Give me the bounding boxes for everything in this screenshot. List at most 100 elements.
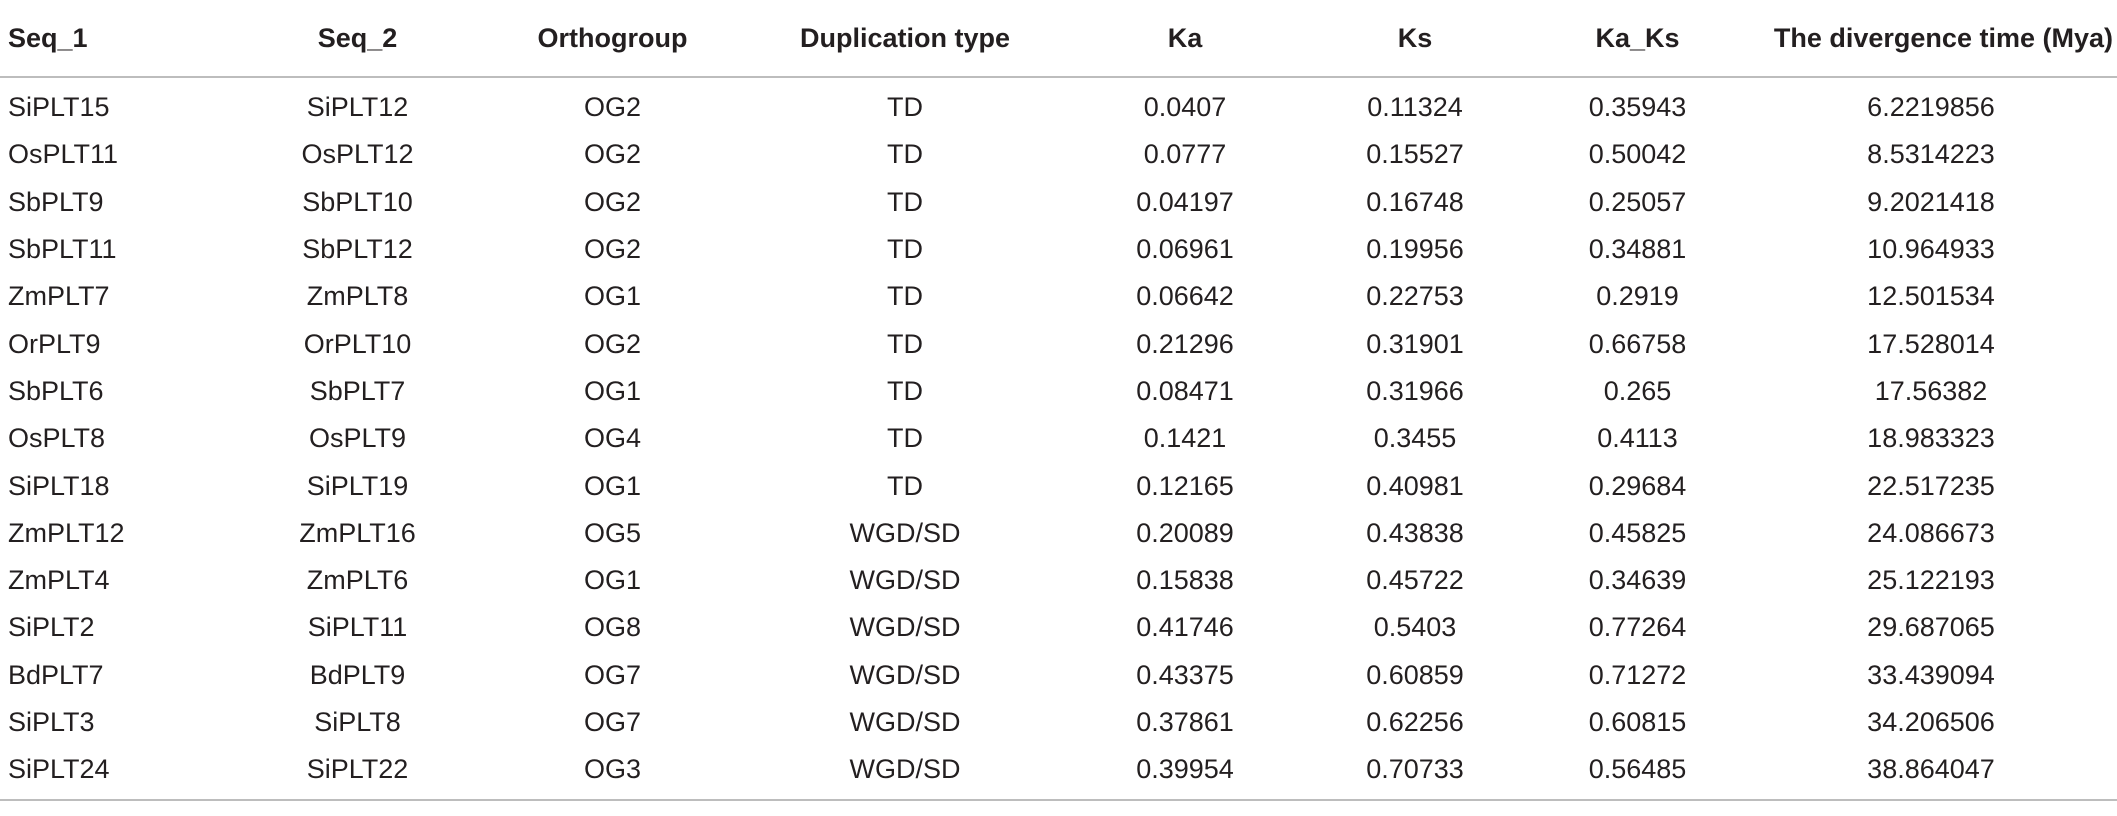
cell-ka: 0.21296 <box>1136 328 1234 359</box>
cell-ka: 0.20089 <box>1136 517 1234 548</box>
column-header-duplication-type: Duplication type <box>740 0 1070 78</box>
cell-duplication-type: TD <box>887 328 923 359</box>
table-row: ZmPLT4 ZmPLT6 OG1 WGD/SD 0.15838 0.45722 0.346… <box>0 557 2117 604</box>
cell-ks: 0.15527 <box>1366 139 1464 170</box>
table-row: SbPLT9 SbPLT10 OG2 TD 0.04197 0.16748 0.25057 9… <box>0 179 2117 226</box>
cell-ka: 0.06642 <box>1136 281 1234 312</box>
cell-orthogroup: OG1 <box>583 565 642 596</box>
cell-ks: 0.11324 <box>1367 92 1463 123</box>
cell-divergence-time: 18.983323 <box>1867 423 1995 454</box>
cell-ka: 0.0777 <box>1143 139 1227 170</box>
cell-duplication-type: WGD/SD <box>849 612 961 643</box>
cell-ks: 0.5403 <box>1373 612 1457 643</box>
cell-seq2: SbPLT10 <box>302 186 413 217</box>
cell-seq2: SiPLT19 <box>306 470 409 501</box>
cell-divergence-time: 8.5314223 <box>1867 139 1995 170</box>
cell-ka-ks: 0.77264 <box>1588 612 1687 643</box>
cell-orthogroup: OG2 <box>583 328 642 359</box>
table-row: SiPLT15 SiPLT12 OG2 TD 0.0407 0.11324 0.35943 6… <box>0 77 2117 131</box>
column-header-ks: Ks <box>1300 0 1530 78</box>
cell-orthogroup: OG5 <box>583 517 642 548</box>
cell-duplication-type: WGD/SD <box>849 707 961 737</box>
cell-seq1: SbPLT9 <box>8 186 104 217</box>
cell-divergence-time: 29.687065 <box>1867 612 1995 643</box>
cell-divergence-time: 6.2219856 <box>1867 92 1995 123</box>
cell-seq2: OsPLT12 <box>301 139 414 170</box>
cell-ka-ks: 0.34639 <box>1588 565 1687 596</box>
cell-ks: 0.40981 <box>1366 470 1464 501</box>
cell-ks: 0.43838 <box>1366 517 1464 548</box>
cell-orthogroup: OG2 <box>583 92 642 123</box>
cell-ka: 0.37861 <box>1136 707 1234 737</box>
cell-seq1: ZmPLT4 <box>8 565 110 596</box>
cell-duplication-type: WGD/SD <box>849 517 961 548</box>
table-row: OsPLT8 OsPLT9 OG4 TD 0.1421 0.3455 0.4113 18.98… <box>0 415 2117 462</box>
cell-ka-ks: 0.45825 <box>1588 517 1687 548</box>
cell-ka: 0.39954 <box>1070 746 1300 802</box>
table-row: ZmPLT12 ZmPLT16 OG5 WGD/SD 0.20089 0.43838 0.4… <box>0 510 2117 557</box>
cell-seq2: SbPLT12 <box>302 234 413 265</box>
cell-divergence-time: 9.2021418 <box>1867 186 1995 217</box>
cell-duplication-type: WGD/SD <box>849 565 961 596</box>
cell-seq2: ZmPLT16 <box>299 517 416 548</box>
cell-orthogroup: OG2 <box>583 139 642 170</box>
table-row: OrPLT9 OrPLT10 OG2 TD 0.21296 0.31901 0.66758 1… <box>0 320 2117 367</box>
cell-seq2: OrPLT10 <box>303 328 412 359</box>
cell-ka-ks: 0.34881 <box>1588 234 1687 265</box>
cell-ka: 0.0407 <box>1143 92 1227 123</box>
cell-ka: 0.41746 <box>1136 612 1234 643</box>
table-header: Seq_1 Seq_2 Orthogroup Duplication type … <box>0 0 2117 78</box>
cell-duplication-type: TD <box>887 281 923 312</box>
cell-divergence-time: 38.864047 <box>1745 746 2117 802</box>
cell-ka: 0.08471 <box>1136 375 1234 406</box>
cell-ks: 0.70733 <box>1300 746 1530 802</box>
cell-orthogroup: OG2 <box>583 234 642 265</box>
header-row: Seq_1 Seq_2 Orthogroup Duplication type … <box>0 0 2117 78</box>
cell-seq1: ZmPLT7 <box>8 281 110 312</box>
cell-ka-ks: 0.29684 <box>1588 470 1687 501</box>
cell-ka-ks: 0.50042 <box>1588 139 1687 170</box>
cell-orthogroup: OG1 <box>583 470 642 501</box>
cell-duplication-type: TD <box>887 234 923 265</box>
cell-divergence-time: 22.517235 <box>1867 470 1995 501</box>
column-header-ka: Ka <box>1070 0 1300 78</box>
cell-seq2: SbPLT7 <box>309 375 406 406</box>
cell-ka: 0.15838 <box>1136 565 1234 596</box>
cell-seq2: ZmPLT8 <box>306 281 409 312</box>
cell-divergence-time: 24.086673 <box>1867 517 1995 548</box>
cell-ks: 0.31901 <box>1366 328 1464 359</box>
table-row: SbPLT11 SbPLT12 OG2 TD 0.06961 0.19956 0.34881… <box>0 226 2117 273</box>
cell-divergence-time: 33.439094 <box>1867 659 1995 690</box>
table-row: SiPLT18 SiPLT19 OG1 TD 0.12165 0.40981 0.29684… <box>0 462 2117 509</box>
cell-ks: 0.3455 <box>1373 423 1457 454</box>
cell-ks: 0.16748 <box>1366 186 1464 217</box>
cell-divergence-time: 10.964933 <box>1867 234 1995 265</box>
cell-ks: 0.45722 <box>1366 565 1464 596</box>
cell-orthogroup: OG2 <box>583 186 642 217</box>
cell-seq2: OsPLT9 <box>308 423 407 454</box>
cell-ka-ks: 0.25057 <box>1588 186 1687 217</box>
cell-duplication-type: TD <box>887 423 923 454</box>
cell-ks: 0.62256 <box>1366 707 1464 737</box>
cell-duplication-type: TD <box>887 139 923 170</box>
cell-seq1: SiPLT3 <box>8 707 95 737</box>
cell-seq1: BdPLT7 <box>8 659 104 690</box>
cell-seq1: SbPLT6 <box>8 375 104 406</box>
cell-ka: 0.06961 <box>1136 234 1234 265</box>
cell-orthogroup: OG1 <box>583 281 642 312</box>
cell-divergence-time: 17.56382 <box>1874 375 1988 406</box>
cell-ks: 0.22753 <box>1366 281 1464 312</box>
cell-ka-ks: 0.71272 <box>1588 659 1687 690</box>
cell-ka: 0.04197 <box>1136 186 1234 217</box>
cell-divergence-time: 34.206506 <box>1867 707 1995 737</box>
cell-seq2: BdPLT9 <box>309 659 406 690</box>
cell-seq1: OsPLT11 <box>8 139 119 170</box>
column-header-seq1: Seq_1 <box>0 0 230 78</box>
cell-seq2: SiPLT11 <box>307 612 408 643</box>
table-row: OsPLT11 OsPLT12 OG2 TD 0.0777 0.15527 0.50042 8… <box>0 131 2117 178</box>
cell-orthogroup: OG1 <box>583 375 642 406</box>
column-header-divergence-time: The divergence time (Mya) <box>1745 0 2117 78</box>
cell-divergence-time: 12.501534 <box>1867 281 1995 312</box>
cell-ka-ks: 0.4113 <box>1597 423 1678 454</box>
